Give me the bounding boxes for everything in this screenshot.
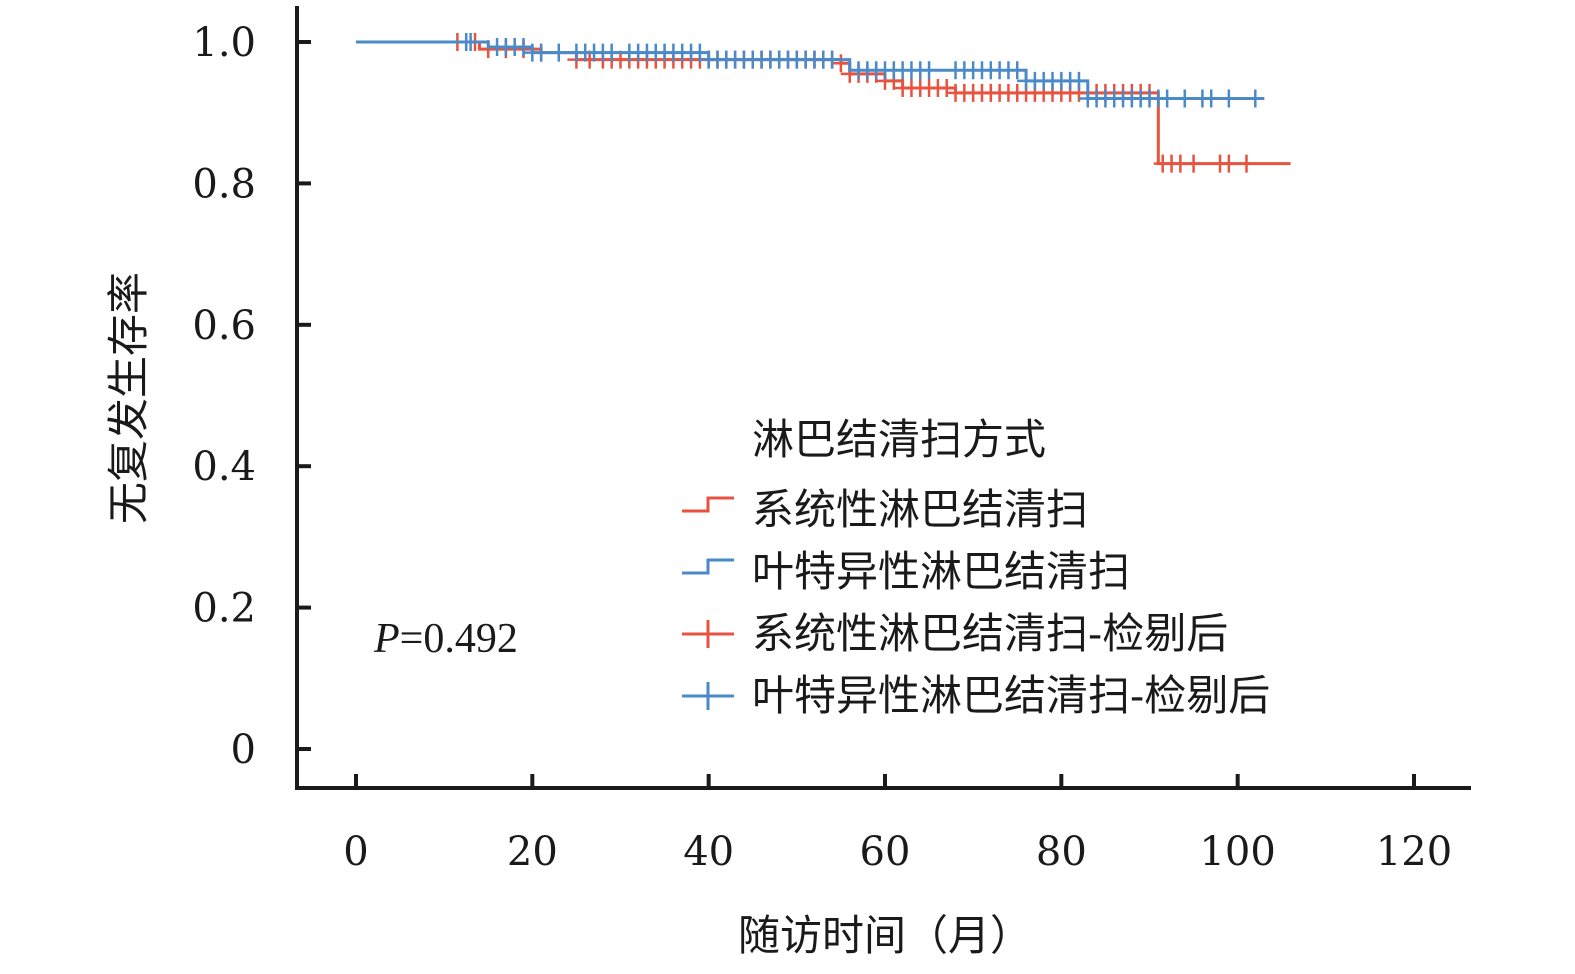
y-tick-label: 0.6	[192, 303, 256, 349]
series-layer	[356, 33, 1291, 173]
legend-entry-0: 系统性淋巴结清扫	[682, 485, 1088, 534]
censor-mark	[1246, 89, 1265, 108]
legend-plus-swatch	[682, 620, 734, 648]
legend: 淋巴结清扫方式 系统性淋巴结清扫叶特异性淋巴结清扫系统性淋巴结清扫-检剔后叶特异…	[682, 415, 1270, 720]
x-tick-label: 0	[343, 829, 368, 875]
x-tick-label: 100	[1199, 829, 1275, 875]
censor-mark	[1202, 89, 1221, 108]
legend-label: 叶特异性淋巴结清扫-检剔后	[752, 671, 1270, 720]
series-group-1	[356, 33, 1265, 108]
x-tick-label: 20	[507, 829, 558, 875]
y-tick-label: 0.2	[192, 586, 256, 632]
legend-title: 淋巴结清扫方式	[752, 415, 1046, 464]
y-tick-label: 1.0	[192, 20, 256, 66]
censor-mark	[1219, 89, 1238, 108]
censor-mark	[1158, 89, 1177, 108]
censor-mark	[461, 33, 480, 51]
axes: 0 20 40 60 80 100 120 0 0.2 0.4 0.6 0.8 1.0	[192, 6, 1471, 875]
censor-mark	[602, 43, 621, 62]
censor-mark	[937, 78, 956, 97]
legend-label: 系统性淋巴结清扫-检剔后	[752, 609, 1228, 658]
y-axis-title: 无复发生存率	[104, 272, 153, 524]
censor-mark	[1184, 154, 1203, 173]
censor-mark	[1069, 71, 1088, 90]
censor-mark	[532, 43, 551, 62]
legend-entry-2: 系统性淋巴结清扫-检剔后	[682, 609, 1228, 658]
legend-step-swatch	[682, 558, 734, 575]
legend-label: 叶特异性淋巴结清扫	[752, 547, 1130, 596]
y-tick-label: 0.4	[192, 444, 256, 490]
censor-mark	[1219, 154, 1238, 173]
censor-mark	[549, 43, 568, 62]
x-tick-label: 40	[683, 829, 734, 875]
x-tick-label: 80	[1036, 829, 1087, 875]
y-tick-label: 0	[231, 727, 256, 773]
legend-label: 系统性淋巴结清扫	[752, 485, 1088, 534]
censor-mark	[920, 61, 939, 80]
p-value-text: =0.492	[400, 616, 518, 662]
legend-entry-1: 叶特异性淋巴结清扫	[682, 547, 1130, 596]
x-tick-label: 60	[860, 829, 911, 875]
censor-mark	[1008, 61, 1027, 80]
censor-mark	[1237, 154, 1256, 173]
p-value-label: P	[373, 616, 400, 662]
censor-mark	[1175, 89, 1194, 108]
censor-mark	[831, 54, 850, 73]
p-value-annotation: P=0.492	[373, 616, 518, 662]
legend-entry-3: 叶特异性淋巴结清扫-检剔后	[682, 671, 1270, 720]
y-tick-label: 0.8	[192, 161, 256, 207]
x-tick-label: 120	[1376, 829, 1452, 875]
censor-mark	[823, 50, 842, 69]
x-axis-title: 随访时间（月）	[738, 911, 1032, 960]
legend-step-swatch	[682, 496, 734, 513]
legend-plus-swatch	[682, 682, 734, 710]
